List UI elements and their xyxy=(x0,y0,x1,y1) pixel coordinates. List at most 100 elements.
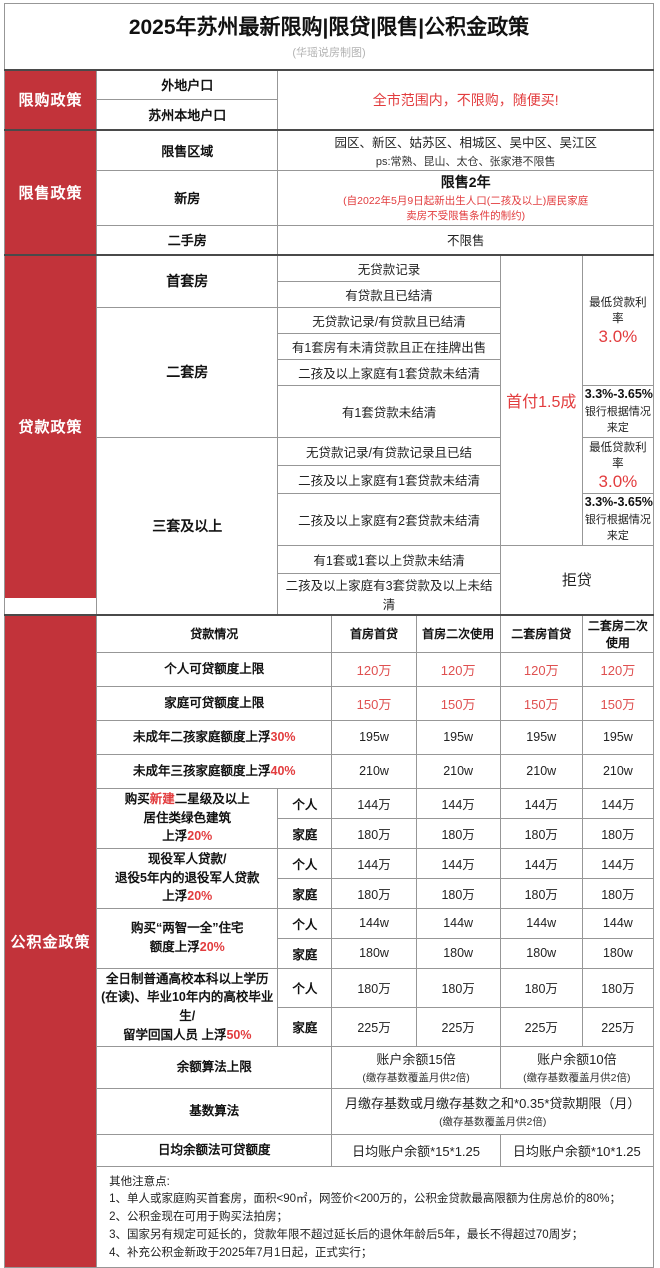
fund-value-cell: 144w xyxy=(581,907,655,939)
green-l3b: 20% xyxy=(187,829,213,844)
fund-value-cell: 225万 xyxy=(331,1006,417,1047)
fund-value-cell: 195w xyxy=(499,719,583,755)
base-value: 月缴存基数或月缴存基数之和*0.35*贷款期限（月） xyxy=(345,1096,641,1111)
military-l3b: 20% xyxy=(187,889,213,904)
rate-range-note: 银行根据情况来定 xyxy=(584,406,651,434)
smart-l2a: 额度上浮 xyxy=(149,940,200,954)
fund-header-col2: 首房二次使用 xyxy=(415,613,501,653)
fund-group-green-line3: 上浮20% xyxy=(99,827,275,846)
fund-group-degree-line3: 留学回国人员 上浮50% xyxy=(99,1026,275,1045)
fund-sub-personal: 个人 xyxy=(277,787,333,819)
sale-new-note1: (自2022年5月9日起新出生人口(二孩及以上)居民家庭 xyxy=(343,195,589,208)
loan-refuse-cell: 拒贷 xyxy=(499,544,655,615)
sale-area-line2: ps:常熟、昆山、太仓、张家港不限售 xyxy=(375,155,556,168)
loan-first-home-label: 首套房 xyxy=(96,254,279,308)
fund-value-cell: 180万 xyxy=(499,967,583,1008)
sale-new-label: 新房 xyxy=(96,169,279,226)
fund-header-case: 贷款情况 xyxy=(96,613,333,653)
fund-sub-personal: 个人 xyxy=(277,847,333,879)
fund-value-cell: 180万 xyxy=(499,817,583,849)
fund-value-cell: 180w xyxy=(415,937,501,969)
rate-min-label: 最低贷款利率 xyxy=(589,441,647,470)
fund-daily-cell-2: 日均账户余额*10*1.25 xyxy=(499,1133,655,1167)
loan-rate-cell-min-2: 最低贷款利率 3.0% xyxy=(581,436,655,494)
sale-second-label: 二手房 xyxy=(96,224,279,256)
fund-value-cell: 144万 xyxy=(331,787,417,819)
loan-condition-cell: 有贷款且已结清 xyxy=(277,280,501,308)
sale-area-line1: 园区、新区、姑苏区、相城区、吴中区、吴江区 xyxy=(334,135,597,150)
fund-value-cell: 180万 xyxy=(331,877,417,909)
page-title: 2025年苏州最新限购|限贷|限售|公积金政策 xyxy=(128,16,530,40)
fund-value-cell: 120万 xyxy=(331,651,417,687)
fund-value-cell: 180万 xyxy=(581,967,655,1008)
fund-sub-family: 家庭 xyxy=(277,877,333,909)
fund-value-cell: 144万 xyxy=(415,847,501,879)
fund-value-cell: 195w xyxy=(331,719,417,755)
loan-condition-cell: 二孩及以上家庭有1套贷款未结清 xyxy=(277,358,501,386)
sale-area-cell: 园区、新区、姑苏区、相城区、吴中区、吴江区 ps:常熟、昆山、太仓、张家港不限售 xyxy=(277,128,654,171)
fund-value-cell: 120万 xyxy=(581,651,655,687)
fund-row-label-text: 未成年二孩家庭额度上浮 xyxy=(133,729,271,744)
rate-min-value: 3.0% xyxy=(598,471,638,491)
fund-value-cell: 144万 xyxy=(581,847,655,879)
sale-new-main: 限售2年 xyxy=(440,174,491,191)
loan-condition-cell: 无贷款记录 xyxy=(277,254,501,282)
loan-refuse-text: 拒贷 xyxy=(561,572,592,589)
fund-value-cell: 210w xyxy=(499,753,583,789)
loan-rate-cell-range-2: 3.3%-3.65% 银行根据情况来定 xyxy=(581,492,655,546)
balance-v2-note: (缴存基数覆盖月供2倍) xyxy=(523,1072,631,1084)
fund-row-label-text: 未成年三孩家庭额度上浮 xyxy=(133,763,271,778)
purchase-result-text: 全市范围内，不限购，随便买! xyxy=(372,91,559,108)
sale-new-note2: 卖房不受限售条件的制约) xyxy=(406,209,526,222)
fund-sub-personal: 个人 xyxy=(277,907,333,939)
fund-daily-cell-1: 日均账户余额*15*1.25 xyxy=(331,1133,501,1167)
fund-value-cell: 210w xyxy=(415,753,501,789)
fund-row-label: 余额算法上限 xyxy=(96,1045,333,1089)
green-l1a: 购买 xyxy=(124,791,150,806)
loan-condition-cell: 二孩及以上家庭有2套贷款未结清 xyxy=(277,492,501,546)
fund-value-cell: 180万 xyxy=(331,817,417,849)
fund-row-label: 未成年三孩家庭额度上浮40% xyxy=(96,753,333,789)
fund-row-label-pct: 40% xyxy=(270,763,296,778)
fund-value-cell: 144万 xyxy=(499,787,583,819)
fund-base-cell: 月缴存基数或月缴存基数之和*0.35*贷款期限（月） (缴存基数覆盖月供2倍) xyxy=(331,1087,654,1135)
fund-value-cell: 144w xyxy=(499,907,583,939)
fund-sub-family: 家庭 xyxy=(277,937,333,969)
fund-group-label-smart: 购买“两智一全”住宅 额度上浮20% xyxy=(96,907,279,969)
fund-value-cell: 180w xyxy=(499,937,583,969)
fund-group-degree-line2: (在读)、毕业10年内的高校毕业生/ xyxy=(101,990,274,1023)
purchase-row-local: 苏州本地户口 xyxy=(96,99,279,130)
fund-group-label-green: 购买新建二星级及以上 居住类绿色建筑 上浮20% xyxy=(96,787,279,849)
fund-value-cell: 144w xyxy=(415,907,501,939)
loan-condition-cell: 有1套房有未清贷款且正在挂牌出售 xyxy=(277,332,501,360)
loan-downpayment-text: 首付1.5成 xyxy=(506,394,577,412)
loan-rate-cell-range-1: 3.3%-3.65% 银行根据情况来定 xyxy=(581,384,655,438)
fund-group-green-line1: 购买新建二星级及以上 xyxy=(99,790,275,809)
fund-value-cell: 180万 xyxy=(581,817,655,849)
fund-group-degree-line1: 全日制普通高校本科以上学历 xyxy=(106,971,269,986)
loan-condition-cell: 无贷款记录/有贷款且已结清 xyxy=(277,306,501,334)
fund-row-label: 未成年二孩家庭额度上浮30% xyxy=(96,719,333,755)
fund-value-cell: 195w xyxy=(415,719,501,755)
fund-value-cell: 144万 xyxy=(331,847,417,879)
fund-value-cell: 144w xyxy=(331,907,417,939)
loan-condition-cell: 二孩及以上家庭有3套贷款及以上未结清 xyxy=(277,572,501,615)
fund-header-col3: 二套房首贷 xyxy=(499,613,583,653)
loan-condition-cell: 无贷款记录/有贷款记录且已结 xyxy=(277,436,501,466)
note-item: 1、单人或家庭购买首套房，面积<90㎡，网签价<200万的，公积金贷款最高限额为… xyxy=(109,1193,621,1206)
fund-value-cell: 144万 xyxy=(415,787,501,819)
fund-value-cell: 120万 xyxy=(499,651,583,687)
green-l3a: 上浮 xyxy=(162,829,188,844)
section-label-purchase: 限购政策 xyxy=(3,69,98,130)
fund-value-cell: 150万 xyxy=(581,685,655,721)
loan-condition-cell: 二孩及以上家庭有1套贷款未结清 xyxy=(277,464,501,494)
balance-v1-note: (缴存基数覆盖月供2倍) xyxy=(362,1072,470,1084)
fund-value-cell: 144万 xyxy=(499,847,583,879)
fund-sub-family: 家庭 xyxy=(277,1006,333,1047)
fund-value-cell: 225万 xyxy=(581,1006,655,1047)
policy-table: 2025年苏州最新限购|限贷|限售|公积金政策 (华瑶说房制图) 限购政策 外地… xyxy=(3,3,655,1268)
balance-v1: 账户余额15倍 xyxy=(376,1052,456,1067)
fund-row-label: 日均余额法可贷额度 xyxy=(96,1133,333,1167)
base-note: (缴存基数覆盖月供2倍) xyxy=(439,1116,547,1128)
sale-second-cell: 不限售 xyxy=(277,224,654,256)
